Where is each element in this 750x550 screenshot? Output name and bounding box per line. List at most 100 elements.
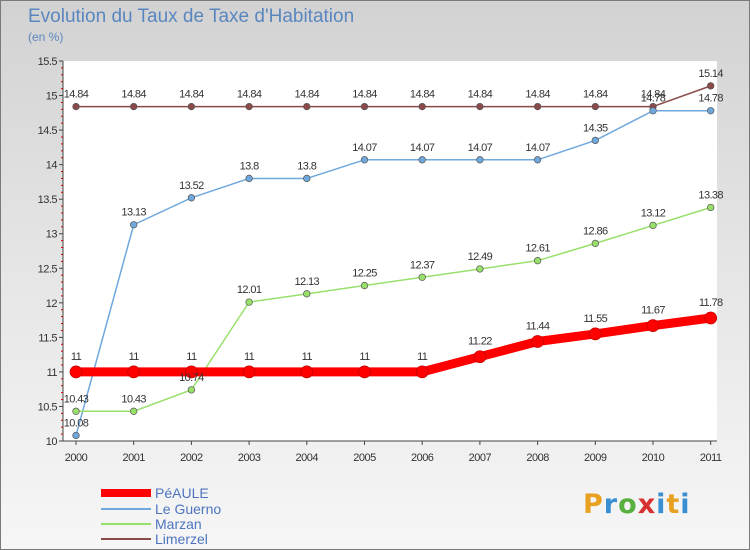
data-point-peaule [588, 327, 602, 341]
x-tick-label: 2007 [469, 452, 492, 464]
data-label-peaule: 11.78 [699, 297, 723, 309]
data-point-marzan [303, 290, 311, 298]
x-tick-label: 2001 [122, 452, 145, 464]
data-label-limerzel: 14.84 [468, 89, 493, 101]
data-label-limerzel: 14.84 [179, 89, 204, 101]
y-tick-label: 10.5 [38, 401, 58, 413]
data-point-limerzel [591, 102, 599, 111]
data-point-le-guerno [130, 221, 138, 229]
y-tick-label: 15.5 [38, 56, 58, 68]
data-label-peaule: 11 [359, 351, 370, 363]
x-tick-label: 2004 [296, 452, 319, 464]
chart-subtitle: (en %) [28, 30, 64, 44]
data-point-peaule [185, 365, 198, 379]
data-point-le-guerno [72, 431, 80, 440]
data-label-peaule: 11 [186, 351, 197, 363]
series-line-peaule [71, 313, 716, 377]
data-point-marzan [130, 407, 138, 415]
data-point-limerzel [245, 102, 253, 111]
data-label-marzan: 13.38 [698, 189, 723, 201]
chart-title: Evolution du Taux de Taxe d'Habitation [28, 6, 355, 27]
y-tick-label: 10 [46, 436, 58, 448]
data-point-peaule [473, 350, 487, 364]
x-tick-label: 2005 [353, 452, 376, 464]
data-point-peaule [127, 365, 141, 379]
data-label-le-guerno: 13.13 [121, 207, 146, 219]
data-point-peaule [531, 335, 544, 348]
proxiti-logo: Proxiti [583, 489, 691, 520]
data-label-limerzel: 14.84 [237, 89, 262, 101]
legend-label-peaule: PéAULE [155, 485, 209, 501]
data-label-marzan: 12.49 [468, 251, 493, 263]
data-point-limerzel [707, 82, 715, 90]
data-label-marzan: 10.43 [64, 393, 89, 405]
y-tick-label: 13 [46, 229, 58, 241]
data-label-peaule: 11 [129, 351, 140, 363]
legend-swatch-marzan [101, 523, 151, 525]
data-label-marzan: 10.74 [179, 372, 204, 384]
data-point-limerzel [360, 102, 369, 111]
data-point-le-guerno [303, 174, 311, 183]
legend-label-limerzel: Limerzel [155, 531, 208, 547]
data-label-le-guerno: 14.78 [698, 93, 723, 105]
data-point-marzan [187, 386, 196, 394]
data-point-le-guerno [649, 107, 657, 115]
data-point-marzan [533, 257, 542, 265]
data-label-marzan: 12.86 [583, 225, 608, 237]
data-label-le-guerno: 13.8 [240, 160, 259, 172]
data-label-peaule: 11.67 [641, 305, 665, 317]
data-point-marzan [591, 239, 599, 248]
data-label-marzan: 12.25 [352, 268, 377, 280]
x-tick-label: 2011 [700, 452, 722, 464]
data-label-le-guerno: 13.52 [179, 180, 204, 192]
data-point-marzan [707, 203, 715, 212]
data-point-limerzel [130, 102, 138, 111]
x-tick-label: 2000 [65, 452, 88, 464]
data-point-peaule [300, 365, 314, 379]
data-point-le-guerno [533, 156, 542, 164]
y-tick-label: 12.5 [38, 263, 58, 275]
data-label-limerzel: 14.84 [121, 89, 146, 101]
legend-item-peaule: PéAULE [101, 485, 209, 501]
data-point-peaule [69, 365, 83, 379]
y-tick-label: 14 [46, 160, 58, 172]
legend-item-le-guerno: Le Guerno [101, 501, 221, 517]
data-point-le-guerno [476, 156, 484, 164]
data-label-limerzel: 14.84 [352, 89, 377, 101]
y-tick-label: 14.5 [38, 125, 58, 137]
data-point-le-guerno [591, 136, 599, 145]
legend-item-marzan: Marzan [101, 516, 202, 532]
legend-swatch-le-guerno [101, 508, 151, 510]
x-tick-label: 2006 [411, 452, 434, 464]
data-point-marzan [360, 281, 369, 290]
data-label-peaule: 11.44 [526, 321, 550, 333]
data-label-limerzel: 14.84 [410, 89, 435, 101]
data-point-peaule [358, 365, 371, 379]
data-point-peaule [646, 319, 660, 332]
data-label-le-guerno: 14.78 [641, 93, 666, 105]
data-point-marzan [476, 265, 484, 273]
data-label-limerzel: 14.84 [583, 89, 608, 101]
y-tick-label: 15 [46, 91, 58, 103]
data-point-le-guerno [707, 107, 715, 115]
x-tick-label: 2010 [642, 452, 665, 464]
data-point-le-guerno [418, 156, 426, 164]
data-label-le-guerno: 10.08 [64, 417, 89, 429]
data-label-peaule: 11 [302, 351, 313, 363]
data-point-le-guerno [360, 156, 369, 164]
data-label-peaule: 11 [244, 351, 255, 363]
data-label-le-guerno: 14.07 [468, 142, 493, 154]
data-label-marzan: 10.43 [121, 393, 146, 405]
legend-swatch-limerzel [101, 538, 151, 540]
data-label-limerzel: 14.84 [525, 89, 550, 101]
y-tick-label: 11.5 [38, 332, 57, 344]
data-label-le-guerno: 14.35 [583, 122, 608, 134]
data-point-limerzel [476, 102, 484, 111]
data-label-peaule: 11.22 [468, 336, 492, 348]
x-tick-label: 2002 [180, 452, 203, 464]
y-tick-label: 12 [46, 298, 58, 310]
y-tick-label: 13.5 [38, 194, 58, 206]
data-label-le-guerno: 14.07 [352, 142, 377, 154]
